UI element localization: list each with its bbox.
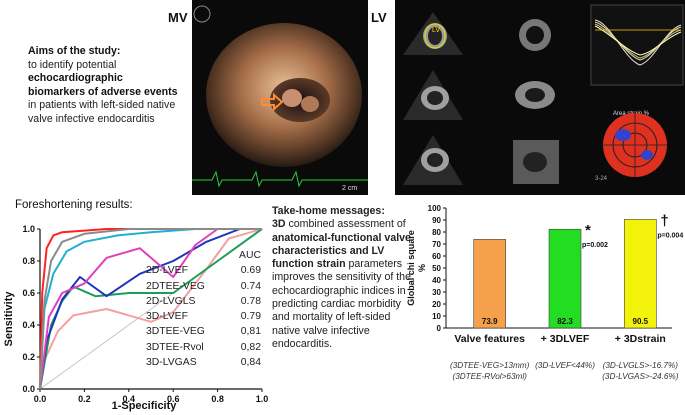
bar-y-tick-label: 60: [432, 252, 441, 261]
take-home-text: Take-home messages: 3D combined assessme…: [272, 205, 412, 351]
auc-value: 0,82: [240, 341, 261, 353]
auc-value: 0,81: [240, 326, 261, 338]
bar-ylabel-line: Global chi square: [406, 230, 416, 306]
auc-series-name: 2DTEE-VEG: [146, 280, 205, 292]
roc-ylabel: Sensitivity: [3, 291, 15, 347]
bar-significance-symbol: *: [585, 222, 591, 239]
bar-condition-label: (3D-LVGLS>-16.7%): [603, 361, 679, 370]
auc-row: 3D-LVEF 0.79: [146, 309, 261, 324]
bar-condition-label: (3D-LVEF<44%): [535, 361, 595, 370]
bar-y-tick-label: 80: [432, 228, 441, 237]
auc-value: 0.69: [240, 265, 261, 277]
auc-row: 3DTEE-Rvol 0,82: [146, 340, 261, 355]
roc-y-tick-label: 0.6: [22, 288, 35, 298]
aims-pre: to identify potential: [28, 58, 117, 71]
auc-series-name: 3DTEE-VEG: [146, 326, 205, 338]
bar-y-tick-label: 20: [432, 300, 441, 309]
bar: [548, 228, 582, 329]
roc-y-tick-label: 0.4: [22, 320, 35, 330]
bar-category-label: Valve features: [454, 333, 525, 345]
take-t1: combined assessment of: [285, 218, 406, 231]
roc-x-tick-label: 0.6: [167, 394, 180, 404]
bar: [473, 239, 506, 329]
aims-post: in patients with left-sided native valve…: [28, 99, 176, 125]
lv-echo-render: LV Area strain % 3-24: [403, 4, 684, 185]
bar-y-tick-label: 10: [432, 312, 441, 321]
aims-heading: Aims of the study:: [28, 45, 121, 57]
auc-header: AUC: [239, 250, 261, 261]
bar-value-label: 90.5: [633, 317, 649, 326]
bar-y-tick-label: 30: [432, 288, 441, 297]
mv-echo-image: 2 cm: [192, 0, 368, 195]
roc-y-tick-label: 0.8: [22, 256, 35, 266]
mv-scale-text: 2 cm: [342, 185, 357, 192]
bar-y-tick-label: 0: [437, 324, 442, 333]
aims-text: Aims of the study: to identify potential…: [28, 45, 178, 127]
bar-value-label: 73.9: [482, 317, 498, 326]
roc-series-line: [39, 228, 262, 390]
foreshortening-title: Foreshortening results:: [15, 199, 133, 211]
take-b2: anatomical-functional valve characterist…: [272, 231, 411, 271]
bar-y-tick-label: 50: [432, 264, 441, 273]
bar-p-value: p=0.004: [657, 232, 683, 239]
time-text: 3-24: [595, 176, 608, 182]
auc-series-name: 2D-LVEF: [146, 265, 188, 277]
roc-xlabel: 1-Specificity: [112, 400, 178, 412]
roc-x-tick-label: 0.8: [211, 394, 224, 404]
aims-bold: echocardiographic biomarkers of adverse …: [28, 72, 178, 98]
chi-square-bar-chart: 0 10 20 30 40 50 60 70 80 90 100 Global chi square%…: [406, 204, 683, 381]
auc-value: 0.74: [240, 280, 261, 292]
bar-value-label: 82.3: [557, 317, 573, 326]
take-t2: parameters improves the sensitivity of t…: [272, 258, 411, 350]
roc-x-tick-label: 0.2: [78, 394, 91, 404]
bar-significance-symbol: †: [660, 212, 668, 229]
lv-echo-image: LV Area strain % 3-24: [395, 0, 685, 195]
take-home-title: Take-home messages:: [272, 205, 385, 217]
auc-value: 0.78: [240, 295, 261, 307]
bar-condition-label: (3D-LVGAS>-24.6%): [602, 372, 678, 381]
lv-label: LV: [371, 10, 387, 25]
bar-condition-label: (3DTEE-VEG>13mm): [450, 361, 530, 370]
bar-y-tick-label: 90: [432, 216, 441, 225]
roc-series-line: [39, 228, 262, 390]
roc-series-line: [39, 228, 262, 390]
auc-row: 2D-LVGLS 0.78: [146, 294, 261, 309]
roc-chart: 0.0 0.2 0.4 0.6 0.8 1.0 0.0 0.2 0.4 0.6 0.8 1.0 Sen…: [3, 224, 269, 412]
auc-row: 3DTEE-VEG 0,81: [146, 324, 261, 339]
bar-ylabel: Global chi square%: [406, 230, 427, 306]
orange-arrow-icon: [261, 92, 284, 112]
auc-row: 2D-LVEF 0.69: [146, 263, 261, 278]
bar-ylabel-line: %: [417, 264, 427, 272]
mv-echo-render: 2 cm: [192, 5, 368, 192]
roc-y-tick-label: 0.2: [22, 352, 35, 362]
auc-table: AUC 2D-LVEF 0.69 2DTEE-VEG 0.74 2D-LVGLS 0.78…: [146, 248, 261, 370]
bar-y-tick-label: 40: [432, 276, 441, 285]
bar-condition-label: (3DTEE-RVol>63ml): [452, 372, 527, 381]
bar-y-tick-label: 70: [432, 240, 441, 249]
roc-y-tick-label: 1.0: [22, 224, 35, 234]
bar-y-tick-label: 100: [428, 204, 442, 213]
bar-category-label: + 3DLVEF: [541, 333, 590, 345]
roc-x-tick-label: 0.0: [34, 394, 47, 404]
roc-y-tick-label: 0.0: [22, 384, 35, 394]
lv-overlay-text: LV: [432, 27, 440, 34]
auc-series-name: 3D-LVEF: [146, 311, 188, 323]
roc-x-tick-label: 1.0: [256, 394, 269, 404]
take-b1: 3D: [272, 218, 286, 231]
bar-p-value: p=0.002: [582, 242, 608, 249]
auc-series-name: 3DTEE-Rvol: [146, 341, 204, 353]
bar: [624, 219, 657, 329]
auc-row: 3D-LVGAS 0,84: [146, 355, 261, 370]
auc-series-name: 3D-LVGAS: [146, 357, 197, 369]
auc-row: 2DTEE-VEG 0.74: [146, 279, 261, 294]
roc-series-line: [39, 228, 263, 390]
auc-header-row: AUC: [146, 248, 261, 263]
roc-series-line: [39, 228, 262, 390]
mv-label: MV: [168, 10, 188, 25]
auc-value: 0,84: [240, 357, 261, 369]
auc-value: 0.79: [240, 311, 261, 323]
bar-category-label: + 3Dstrain: [615, 333, 666, 345]
auc-series-name: 2D-LVGLS: [146, 295, 196, 307]
roc-x-tick-label: 0.4: [123, 394, 136, 404]
